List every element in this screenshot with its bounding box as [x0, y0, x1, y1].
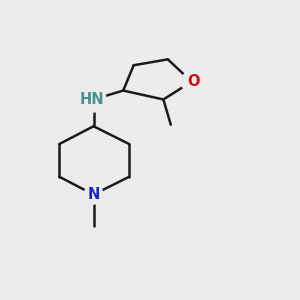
Text: N: N — [87, 187, 100, 202]
Text: O: O — [188, 74, 200, 89]
Text: HN: HN — [80, 92, 104, 107]
Circle shape — [181, 71, 202, 92]
Circle shape — [81, 87, 106, 112]
Circle shape — [84, 185, 103, 204]
